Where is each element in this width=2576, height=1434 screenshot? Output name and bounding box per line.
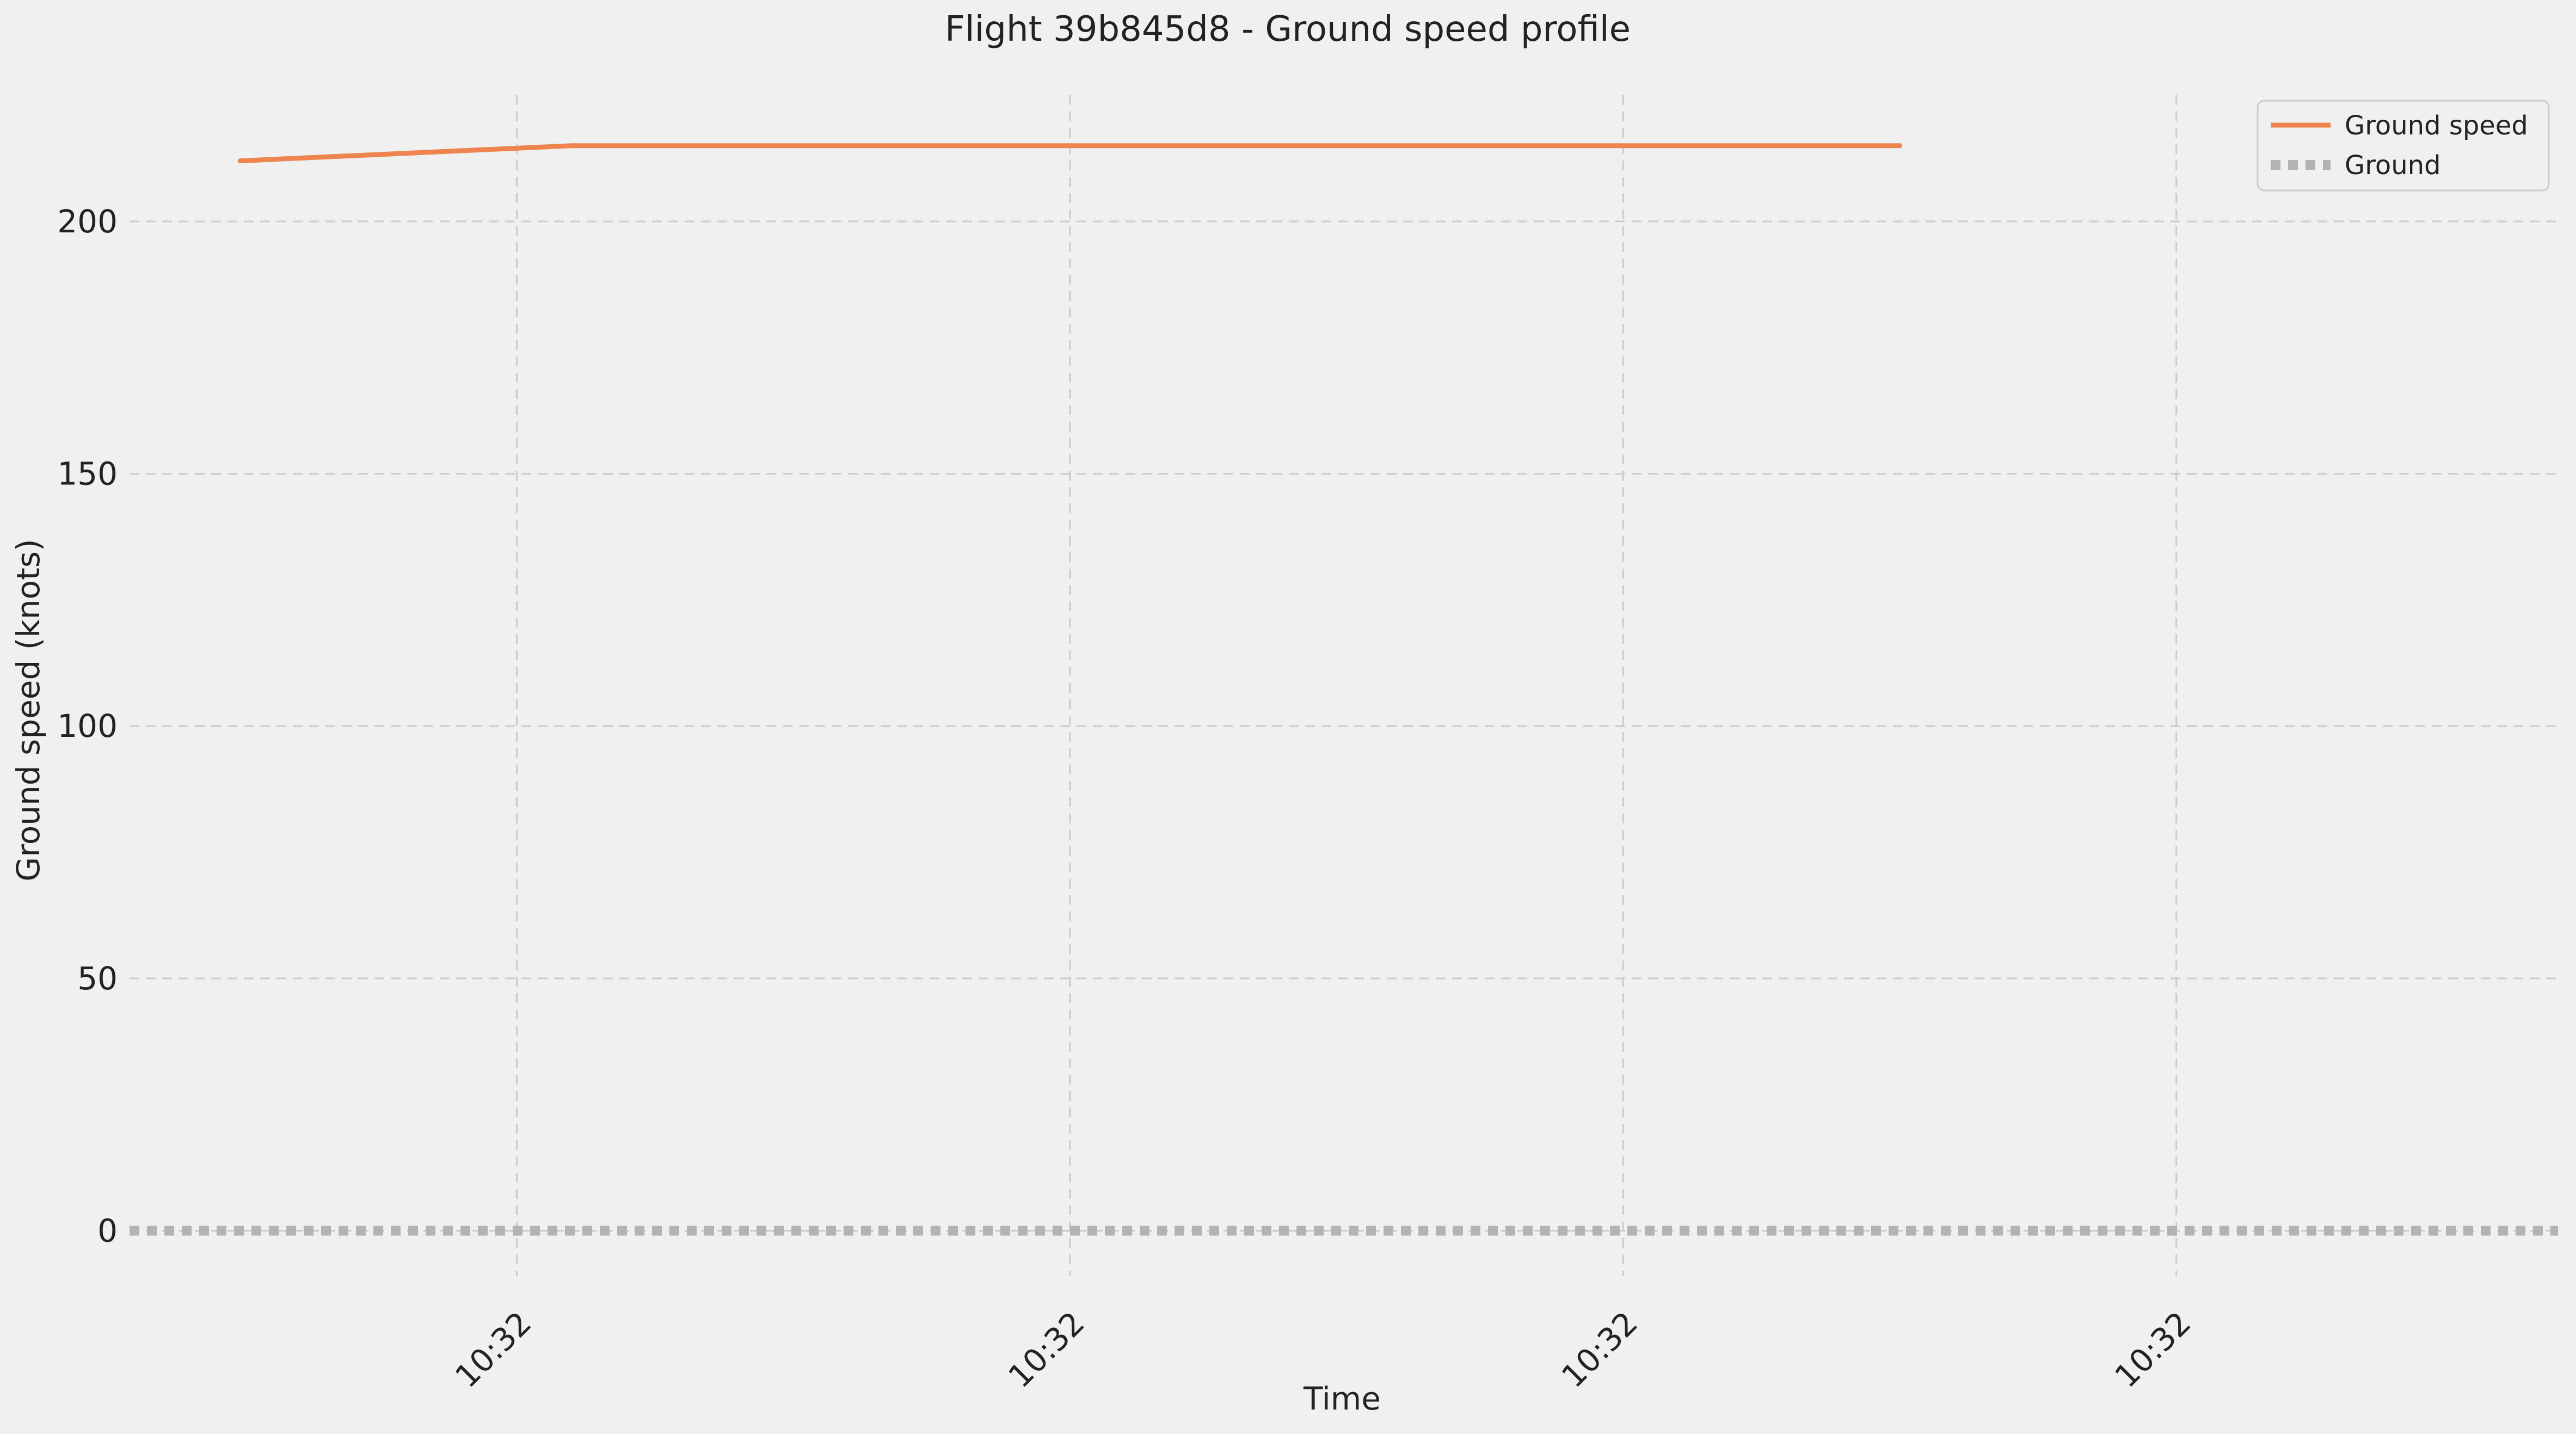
x-axis-label: Time (1303, 1380, 1381, 1417)
data-lines (130, 143, 2558, 1236)
y-tick-label: 100 (57, 707, 118, 744)
y-tick-label: 50 (77, 960, 118, 997)
y-tick-label: 150 (57, 456, 118, 493)
legend-label-ground: Ground (2345, 150, 2441, 181)
chart-title: Flight 39b845d8 - Ground speed profile (945, 9, 1631, 50)
y-axis-label: Ground speed (knots) (10, 539, 47, 881)
series-ground-speed-line (237, 143, 1902, 164)
legend: Ground speed Ground (2257, 100, 2550, 192)
y-tick-labels: 0 50 100 150 200 (57, 203, 118, 1250)
y-tick-label: 0 (97, 1213, 118, 1250)
y-tick-label: 200 (57, 203, 118, 240)
legend-label-ground-speed: Ground speed (2345, 110, 2528, 141)
grid-lines (130, 95, 2558, 1276)
